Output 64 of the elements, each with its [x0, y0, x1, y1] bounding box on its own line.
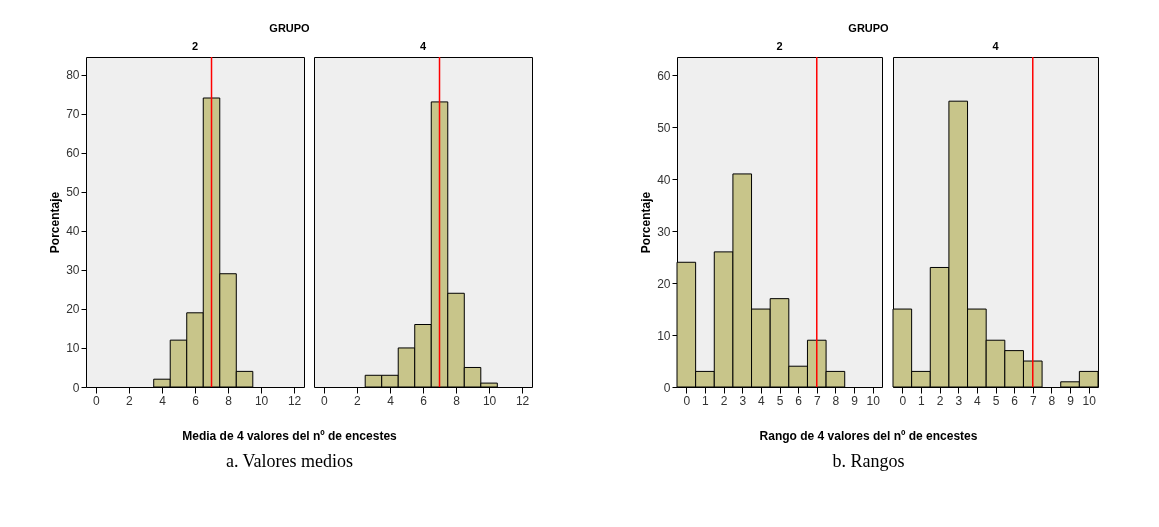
y-tick-label: 0 — [663, 380, 671, 395]
chart-title: 4 — [419, 40, 427, 53]
y-tick-label: 10 — [65, 341, 80, 356]
x-tick-label: 2 — [936, 393, 944, 408]
x-tick-label: 10 — [1082, 393, 1096, 408]
x-tick-label: 8 — [224, 393, 232, 408]
text: GRUPO — [269, 22, 310, 36]
x-tick-label: 1 — [917, 393, 925, 408]
x-tick-label: 3 — [738, 393, 746, 408]
x-tick-label: 8 — [1048, 393, 1056, 408]
y-tick-label: 20 — [656, 276, 671, 291]
text: GRUPO — [848, 22, 889, 36]
x-tick-label: 0 — [320, 393, 328, 408]
chart-title: 2 — [775, 40, 783, 53]
y-tick-label: 40 — [656, 172, 671, 187]
x-tick-label: 0 — [682, 393, 690, 408]
y-tick-label: 80 — [65, 68, 80, 83]
y-tick-label: 10 — [656, 328, 671, 343]
x-tick-label: 6 — [419, 393, 427, 408]
text: a. Valores medios — [225, 451, 354, 472]
x-tick-label: 6 — [794, 393, 802, 408]
x-axis-title: Media de 4 valores del nº de encestes — [182, 429, 397, 443]
x-tick-label: 1 — [701, 393, 709, 408]
x-tick-label: 10 — [482, 393, 497, 408]
y-tick-label: 20 — [65, 302, 80, 317]
x-tick-label: 4 — [757, 393, 765, 408]
y-tick-label: 50 — [65, 185, 80, 200]
text: b. Rangos — [832, 451, 905, 472]
x-tick-label: 6 — [1010, 393, 1018, 408]
x-tick-label: 4 — [386, 393, 394, 408]
y-tick-label: 40 — [65, 224, 80, 239]
x-tick-label: 9 — [850, 393, 858, 408]
x-tick-label: 4 — [973, 393, 981, 408]
y-axis-title: Porcentaje — [638, 191, 653, 254]
x-tick-label: 6 — [191, 393, 199, 408]
y-tick-label: 0 — [72, 380, 80, 395]
y-tick-label: 60 — [65, 146, 80, 161]
x-tick-label: 3 — [954, 393, 962, 408]
y-tick-label: 60 — [656, 68, 671, 83]
x-tick-label: 2 — [125, 393, 133, 408]
y-tick-label: 30 — [656, 224, 671, 239]
x-tick-label: 10 — [254, 393, 269, 408]
x-tick-label: 12 — [287, 393, 302, 408]
x-axis-title: Rango de 4 valores del nº de encestes — [759, 429, 978, 443]
x-tick-label: 5 — [992, 393, 1000, 408]
x-tick-label: 4 — [158, 393, 166, 408]
x-tick-label: 8 — [452, 393, 460, 408]
x-tick-label: 2 — [720, 393, 728, 408]
x-tick-label: 7 — [1029, 393, 1037, 408]
y-tick-label: 70 — [65, 107, 80, 122]
x-tick-label: 12 — [515, 393, 530, 408]
chart-title: 2 — [191, 40, 198, 53]
x-tick-label: 10 — [866, 393, 880, 408]
x-tick-label: 0 — [898, 393, 906, 408]
x-tick-label: 7 — [813, 393, 821, 408]
x-tick-label: 0 — [92, 393, 100, 408]
y-tick-label: 30 — [65, 263, 80, 278]
x-tick-label: 8 — [832, 393, 840, 408]
x-tick-label: 9 — [1066, 393, 1074, 408]
x-tick-label: 5 — [776, 393, 784, 408]
y-axis-title: Porcentaje — [47, 191, 62, 254]
y-tick-label: 50 — [656, 120, 671, 135]
chart-title: 4 — [991, 40, 999, 53]
x-tick-label: 2 — [353, 393, 361, 408]
